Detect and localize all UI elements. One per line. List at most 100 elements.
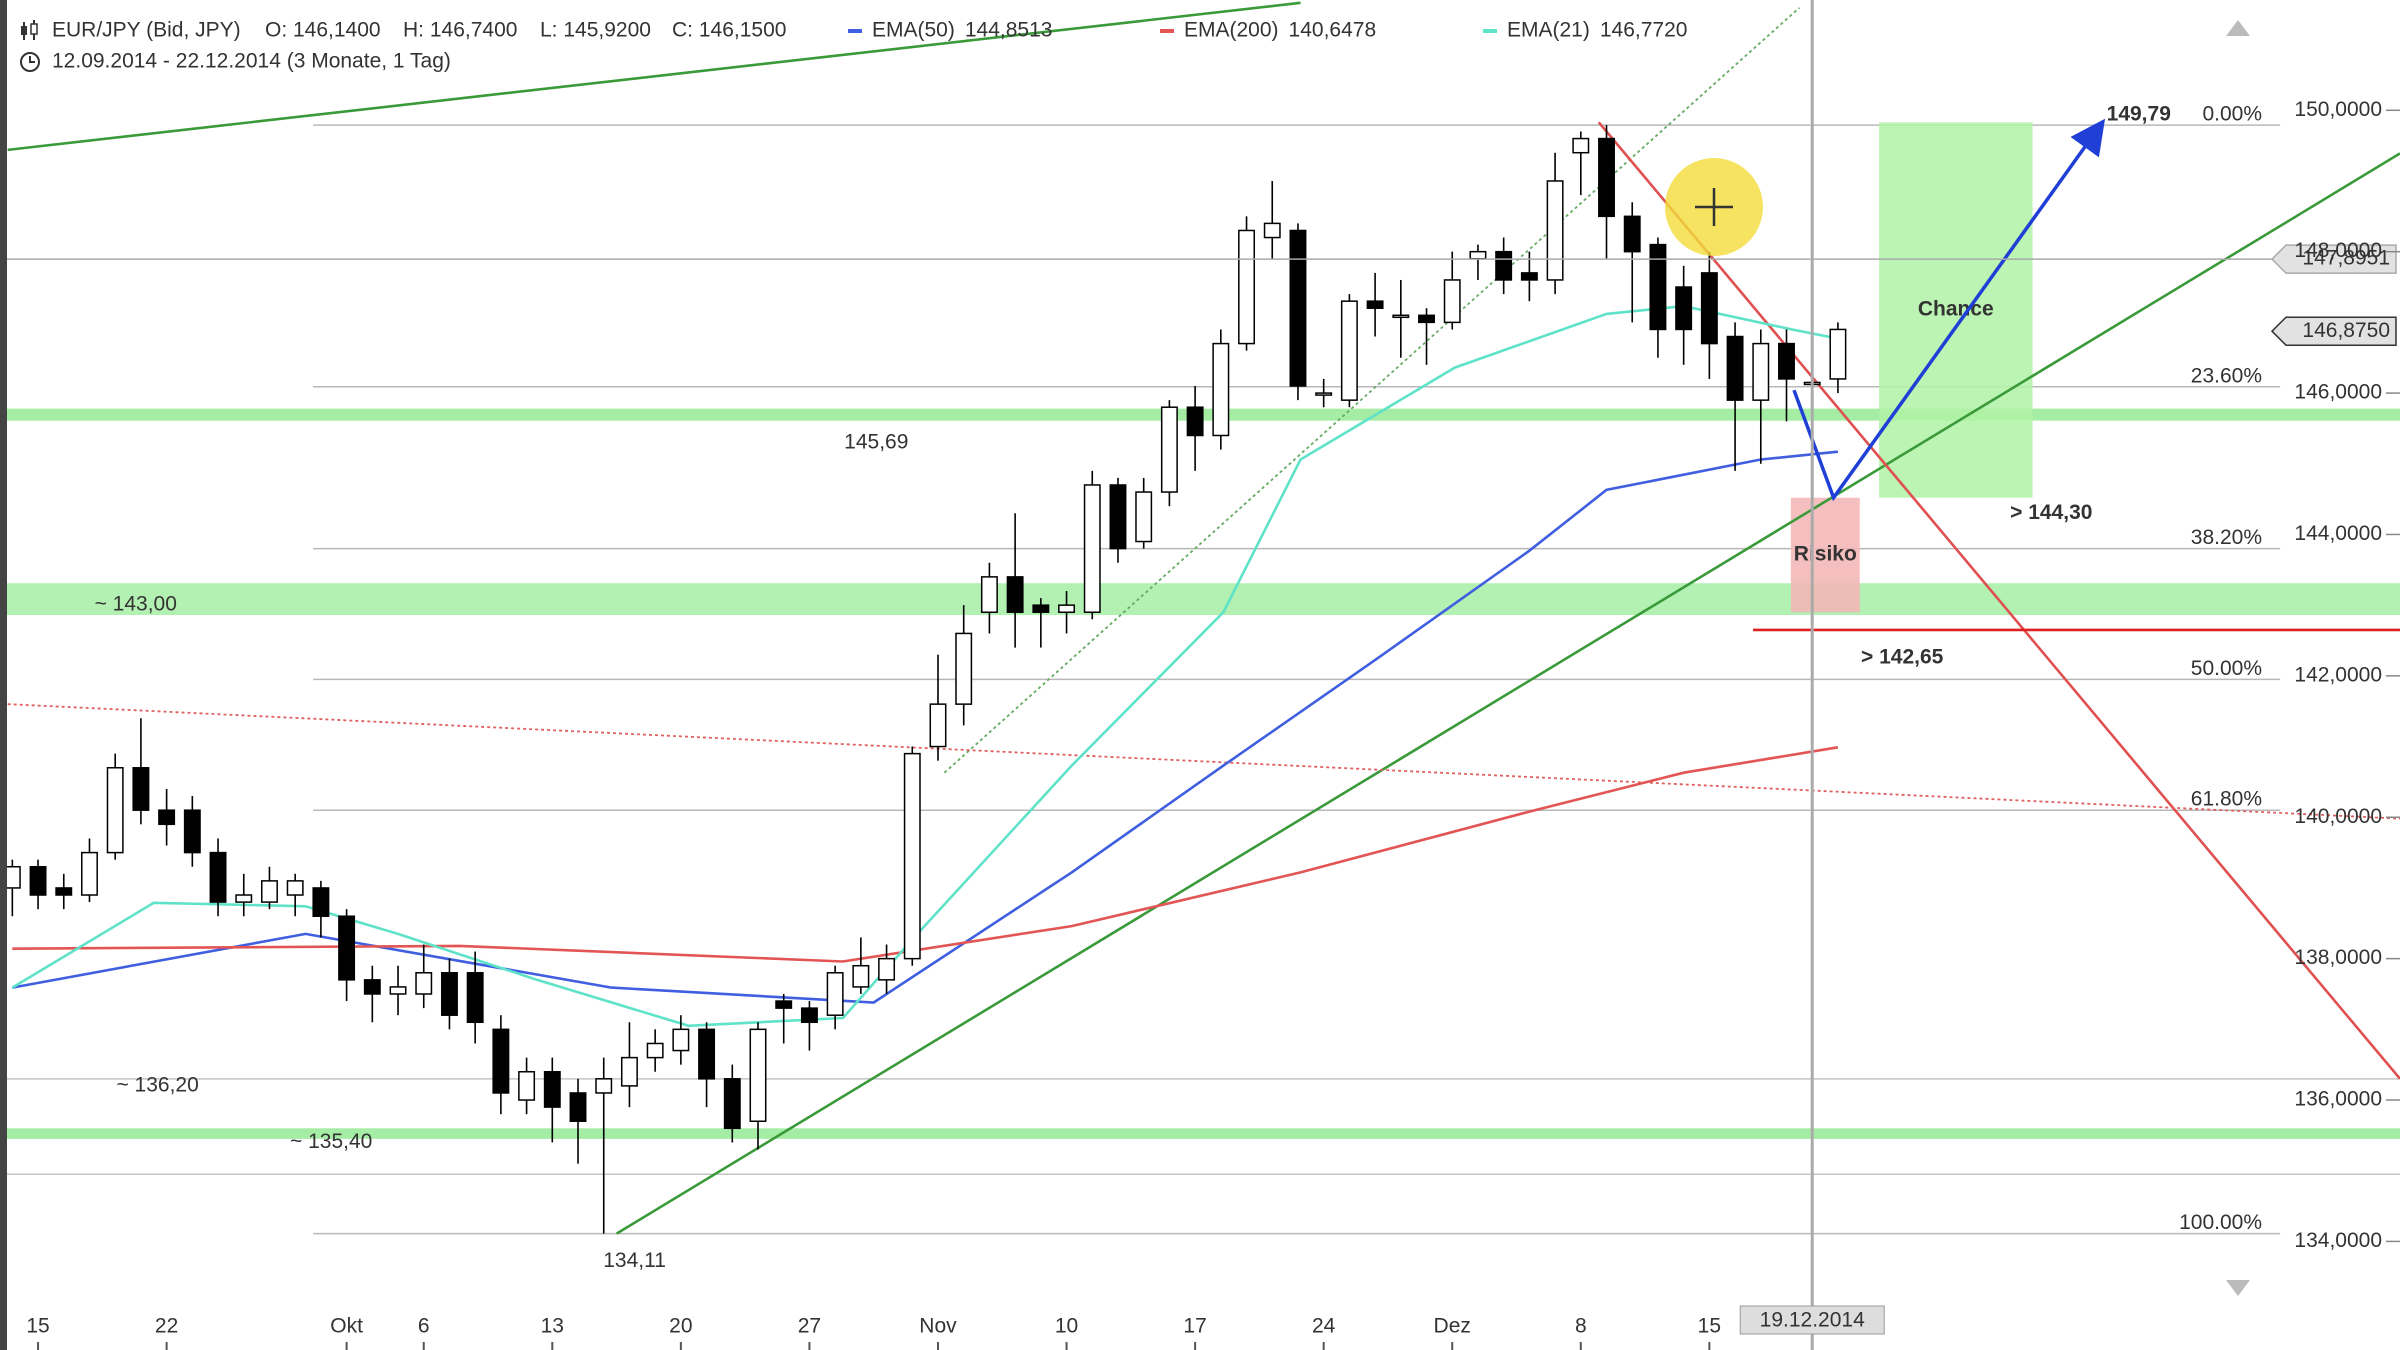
candle-body	[903, 752, 921, 960]
annotation: > 142,65	[1861, 645, 1944, 668]
x-tick-label: 8	[1575, 1315, 1587, 1338]
candle-body	[1289, 229, 1307, 387]
fib-label: 100.00%	[2179, 1211, 2262, 1234]
candle-body	[183, 809, 201, 854]
candle-body	[1135, 491, 1153, 543]
candle-body	[1238, 229, 1256, 345]
x-tick-label: 17	[1183, 1315, 1206, 1338]
x-tick-label: 20	[669, 1315, 692, 1338]
candle-body	[1598, 137, 1615, 218]
x-tick-label: 15	[1698, 1315, 1721, 1338]
candle-body	[81, 851, 98, 896]
candle-body	[1315, 392, 1333, 396]
trade-arrow	[1792, 118, 2106, 502]
candle-body	[775, 1000, 793, 1009]
price-marker	[2270, 244, 2397, 274]
candle-body	[955, 632, 973, 705]
candle-body	[749, 1028, 767, 1122]
candle-body	[1623, 215, 1641, 253]
scroll-up[interactable]	[2226, 20, 2250, 36]
y-tick-label: 144,0000	[2294, 522, 2382, 545]
ohlc-open: O: 146,1400	[265, 19, 381, 42]
candle-body	[1006, 576, 1024, 613]
candle-body	[1546, 180, 1564, 281]
candle-body	[1186, 406, 1204, 437]
y-tick-label: 146,0000	[2294, 381, 2382, 404]
legend-name: EMA(200)	[1184, 19, 1279, 42]
trade-box-label: Risiko	[1794, 543, 1857, 566]
fib-label: 61.80%	[2191, 788, 2262, 811]
trade-box	[1879, 122, 2033, 498]
candle-body	[595, 1078, 613, 1094]
candle-body	[929, 703, 947, 748]
candle-body	[55, 887, 73, 896]
annotation: 149,79	[2107, 103, 2171, 126]
annotation: ~ 135,40	[290, 1130, 372, 1153]
chart-type-icon	[21, 20, 38, 40]
candle-body	[1778, 342, 1795, 380]
candle-body	[492, 1028, 510, 1094]
candle-body	[1829, 328, 1847, 380]
candle-body	[286, 880, 304, 896]
fib-label: 0.00%	[2202, 103, 2262, 126]
candle-body	[1340, 300, 1358, 401]
trendline	[1597, 121, 2400, 1080]
annotation: > 144,30	[2010, 501, 2092, 524]
legend-name: EMA(50)	[872, 19, 955, 42]
candle-body	[338, 915, 356, 981]
candle-body	[106, 767, 124, 854]
candle-body	[1572, 137, 1590, 154]
support-zone	[7, 583, 2400, 616]
x-tick-label: 13	[541, 1315, 564, 1338]
x-tick-label: 10	[1055, 1315, 1078, 1338]
candle-body	[620, 1056, 638, 1087]
candle-body	[1109, 484, 1127, 550]
candle-body	[312, 887, 330, 917]
y-tick-label: 134,0000	[2294, 1229, 2382, 1252]
candle-body	[466, 972, 484, 1024]
legend-value: 140,6478	[1289, 19, 1377, 42]
ema-line	[12, 746, 1839, 963]
trendline	[7, 1, 1301, 152]
candle-body	[1263, 222, 1281, 239]
y-tick-label: 138,0000	[2294, 946, 2382, 969]
legend-value: 144,8513	[965, 19, 1053, 42]
ohlc-high: H: 146,7400	[403, 19, 517, 42]
candle-body	[800, 1007, 818, 1024]
y-tick-label: 150,0000	[2294, 98, 2382, 121]
candle-body	[878, 957, 896, 981]
candle-body	[1160, 406, 1178, 493]
plot-area: 0.00% 23.60% 38.20% 50.00% 61.80% 100.00% Chan…	[3, 0, 2400, 1350]
candle-body	[1058, 604, 1076, 613]
legend-value: 146,7720	[1600, 19, 1688, 42]
y-tick-label: 136,0000	[2294, 1088, 2382, 1111]
x-tick-label: 15	[26, 1315, 49, 1338]
candle-body	[1700, 272, 1718, 345]
annotation: 134,11	[603, 1249, 666, 1272]
clock-icon	[20, 52, 40, 72]
crosshair-label: 19.12.2014	[1760, 1309, 1865, 1332]
candle-body	[1649, 243, 1667, 331]
candle-body	[29, 865, 47, 896]
candle-body	[1443, 279, 1461, 324]
candle-body	[363, 979, 381, 995]
candle-body	[1212, 342, 1230, 437]
candle-body	[1469, 250, 1487, 260]
candle-body	[1675, 286, 1693, 331]
trendline	[943, 7, 1800, 774]
support-zone	[7, 1128, 2400, 1139]
candle-body	[209, 851, 227, 903]
fib-label: 38.20%	[2191, 526, 2262, 549]
legend: EMA(50) 144,8513 EMA(200) 140,6478 EMA(21) 14…	[848, 19, 1687, 42]
instrument: EUR/JPY (Bid, JPY)	[52, 19, 241, 42]
y-tick-label: 140,0000	[2294, 805, 2382, 828]
candle-body	[723, 1078, 741, 1130]
y-tick-label: 142,0000	[2294, 663, 2382, 686]
x-tick-label: Dez	[1434, 1315, 1471, 1338]
crosshair-label-box	[1739, 1305, 1885, 1335]
x-tick-label: 27	[798, 1315, 821, 1338]
scroll-down[interactable]	[2226, 1280, 2250, 1296]
candle-body	[158, 809, 176, 826]
fib-label: 23.60%	[2191, 364, 2262, 387]
candle-body	[1083, 484, 1101, 613]
